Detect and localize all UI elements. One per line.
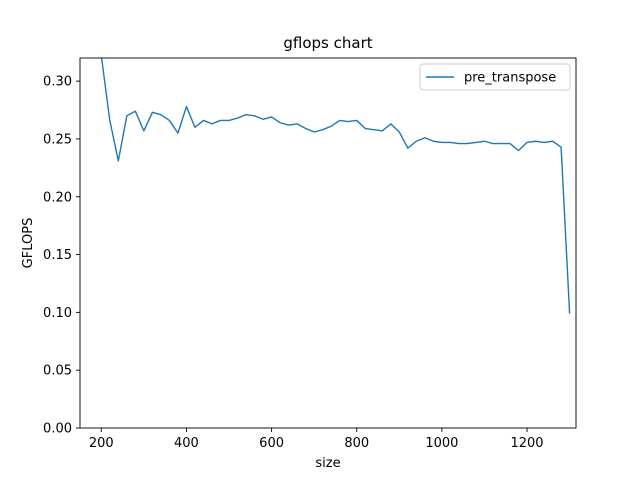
x-tick-label: 1200 <box>510 436 543 451</box>
y-axis-label: GFLOPS <box>21 218 36 269</box>
x-tick-label: 600 <box>259 436 284 451</box>
x-tick-label: 1000 <box>425 436 458 451</box>
series-line-pre_transpose <box>100 58 571 314</box>
plot-area <box>79 57 577 429</box>
x-axis: 200 400 600 800 1000 1200 <box>89 428 544 451</box>
chart-title: gflops chart <box>283 34 372 52</box>
x-tick-label: 400 <box>174 436 199 451</box>
x-tick-label: 200 <box>89 436 114 451</box>
x-tick-label: 800 <box>344 436 369 451</box>
legend-label: pre_transpose <box>464 71 556 86</box>
y-tick-label: 0.20 <box>43 190 72 205</box>
y-tick-label: 0.10 <box>43 306 72 321</box>
legend: pre_transpose <box>419 63 571 91</box>
y-tick-label: 0.00 <box>43 422 72 437</box>
y-axis: 0.00 0.05 0.10 0.15 0.20 0.25 0.30 <box>43 75 80 437</box>
y-tick-label: 0.30 <box>43 75 72 90</box>
y-tick-label: 0.25 <box>43 132 72 147</box>
plot-frame <box>79 57 577 429</box>
y-tick-label: 0.15 <box>43 248 72 263</box>
y-tick-label: 0.05 <box>43 364 72 379</box>
x-axis-label: size <box>315 456 340 471</box>
legend-box <box>419 63 571 91</box>
